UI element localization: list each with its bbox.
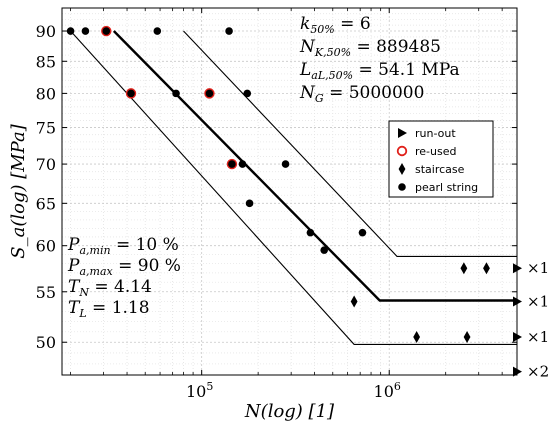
point-reused-center xyxy=(127,89,135,98)
y-tick-label: 80 xyxy=(36,84,56,103)
y-tick-label: 60 xyxy=(36,237,56,256)
point-re-used xyxy=(125,88,137,99)
point-pearl-string xyxy=(320,246,328,254)
legend-marker xyxy=(398,163,406,175)
legend: run-out re-used staircase pearl string xyxy=(388,120,494,198)
annotation-line: NG = 5000000 xyxy=(299,83,424,105)
legend-marker xyxy=(398,128,407,138)
axes-frame xyxy=(61,7,518,376)
point-staircase xyxy=(463,330,471,343)
annotation-line: NK,50% = 889485 xyxy=(299,37,441,59)
point-reused-center xyxy=(228,160,236,168)
data-points xyxy=(66,25,522,377)
point-pearl-string xyxy=(81,27,90,35)
sn-lines xyxy=(70,30,517,345)
point-staircase xyxy=(350,295,358,308)
annotation-line: k50% = 6 xyxy=(300,14,371,36)
y-tick-label: 75 xyxy=(36,119,56,138)
runout-count-label: ×2 xyxy=(527,363,549,381)
point-reused-center xyxy=(102,27,111,35)
sn-line xyxy=(70,30,517,345)
sn-line xyxy=(112,30,517,302)
y-tick-label: 70 xyxy=(36,155,56,174)
point-pearl-string xyxy=(306,228,315,237)
y-axis: 50 55 60 65 70 75 80 85 90 xyxy=(36,22,517,352)
runout-labels: ×1 ×1 ×1 ×2 xyxy=(527,259,549,380)
point-pearl-string xyxy=(245,199,254,208)
point-pearl-string xyxy=(225,27,233,35)
y-tick-label: 90 xyxy=(36,22,56,41)
point-pearl-string xyxy=(358,228,367,237)
legend-label: re-used xyxy=(415,145,456,158)
y-tick-label: 55 xyxy=(36,283,56,302)
annotation-line: TL = 1.18 xyxy=(68,298,150,320)
point-re-used xyxy=(226,158,238,170)
x-axis-label: N(log) [1] xyxy=(244,401,335,422)
point-pearl-string xyxy=(281,160,290,168)
point-staircase xyxy=(483,262,490,275)
x-axis: 105 106 xyxy=(70,8,503,401)
point-pearl-string xyxy=(66,27,75,35)
y-tick-label: 65 xyxy=(36,194,56,213)
y-tick-label: 50 xyxy=(36,333,56,352)
x-tick-label: 106 xyxy=(374,380,401,401)
legend-label: staircase xyxy=(415,163,465,176)
legend-label: pearl string xyxy=(415,181,478,194)
annotation-line: TN = 4.14 xyxy=(68,277,152,299)
legend-marker xyxy=(396,145,408,157)
point-pearl-string xyxy=(172,89,180,98)
point-pearl-string xyxy=(243,89,252,98)
legend-label: run-out xyxy=(415,127,456,140)
runout-count-label: ×1 xyxy=(527,259,549,277)
y-tick-label: 85 xyxy=(36,52,56,71)
point-reused-center xyxy=(205,89,214,98)
point-re-used xyxy=(204,88,215,99)
sn-line xyxy=(183,30,517,257)
point-re-used xyxy=(101,25,112,37)
y-axis-label: S_a(log) [MPa] xyxy=(8,123,29,258)
annotation-line: Pa,max = 90 % xyxy=(67,256,181,278)
runout-count-label: ×1 xyxy=(527,292,549,310)
runout-count-label: ×1 xyxy=(527,328,549,346)
point-pearl-string xyxy=(238,160,247,168)
legend-box xyxy=(388,120,494,198)
legend-marker xyxy=(398,183,406,191)
annotation-line: Pa,min = 10 % xyxy=(67,235,179,257)
point-staircase xyxy=(413,330,421,343)
point-staircase xyxy=(460,262,468,275)
point-pearl-string xyxy=(153,27,162,35)
annotation-line: LaL,50% = 54.1 MPa xyxy=(299,60,460,82)
x-tick-label: 105 xyxy=(186,380,213,401)
